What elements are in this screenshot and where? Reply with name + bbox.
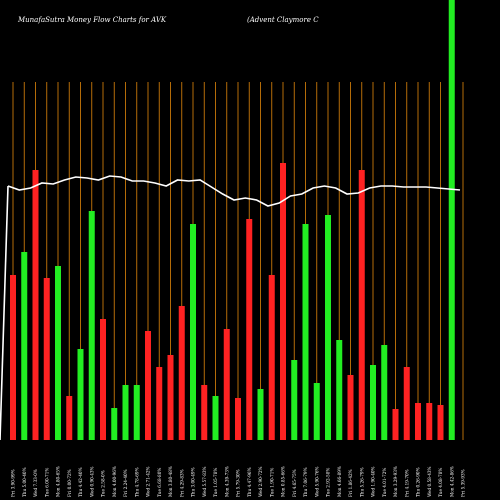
x-tick-label: Tue 1.05-78%	[213, 468, 218, 497]
money-flow-bar	[77, 349, 84, 440]
x-tick-label: Fri 4.65-75%	[292, 469, 297, 497]
x-tick-label: Thu 4.78-69%	[134, 467, 139, 497]
money-flow-bar	[268, 275, 275, 440]
x-tick-label: Wed 0.58-43%	[427, 466, 432, 497]
x-tick-label: Mon 0.85-66%	[281, 466, 286, 497]
x-tick-label: Wed 1.90-40%	[371, 466, 376, 497]
money-flow-bar	[291, 360, 298, 440]
money-flow-bar	[212, 396, 219, 440]
money-flow-bar	[55, 266, 61, 440]
x-tick-label: Thu 5.00-40%	[22, 467, 27, 497]
x-tick-label: Thu 0.26-90%	[416, 467, 421, 497]
money-flow-bar	[32, 170, 39, 440]
x-tick-label: Thu 4.42-40%	[78, 467, 83, 497]
money-flow-bar	[392, 409, 399, 440]
chart-title-right: (Advent Claymore C	[247, 16, 319, 24]
x-tick-label: Fri 4.19-70%	[404, 469, 409, 497]
x-tick-label: Thu 5.26-79%	[359, 467, 364, 497]
x-tick-label: Fri 1.86-42%	[348, 469, 353, 497]
x-tick-label: Wed 0.90-43%	[89, 466, 94, 497]
money-flow-bar	[167, 355, 174, 440]
money-flow-bar	[448, 0, 455, 440]
money-flow-bar	[358, 170, 365, 440]
x-tick-label: Fri 0.00-72%	[67, 469, 72, 497]
x-tick-label: Mon 3.29-93%	[393, 466, 398, 497]
money-flow-bar	[133, 385, 140, 440]
x-tick-label: Mon 4.39-73%	[224, 466, 229, 497]
money-flow-bar	[381, 345, 388, 440]
money-flow-bar	[246, 219, 253, 440]
money-flow-bar	[302, 224, 309, 440]
x-tick-label: Thu 4.47-96%	[247, 467, 252, 497]
x-tick-label: Fri 5.79-30%	[236, 469, 241, 497]
money-flow-bar	[178, 306, 185, 440]
money-flow-line	[7, 175, 461, 207]
money-flow-bar	[336, 340, 343, 440]
money-flow-bar	[201, 385, 208, 440]
money-flow-bar	[403, 367, 410, 440]
x-tick-label: Mon 4.42-86%	[449, 466, 454, 497]
money-flow-bar	[122, 385, 129, 440]
x-tick-label: Mon 4.00-96%	[112, 466, 117, 497]
money-flow-bar	[10, 275, 16, 440]
x-tick-label: Fri 5.39-93%	[461, 469, 466, 497]
money-flow-line-start	[0, 185, 9, 441]
money-flow-bar	[100, 319, 106, 440]
money-flow-bar	[223, 329, 230, 440]
money-flow-bar	[111, 408, 118, 440]
x-tick-label: Wed 5.90-76%	[314, 466, 319, 497]
money-flow-bar	[280, 163, 286, 440]
money-flow-bar	[88, 211, 95, 440]
money-flow-bar	[347, 375, 354, 440]
x-tick-label: Mon 4.66-89%	[337, 466, 342, 497]
money-flow-bar	[66, 396, 73, 440]
x-tick-label: Wed 7.33-0%	[33, 469, 38, 497]
x-tick-label: Wed 2.90-72%	[258, 466, 263, 497]
money-flow-bar	[313, 383, 320, 440]
chart-title-left: MunafaSutra Money Flow Charts for AVK	[17, 16, 167, 24]
x-tick-label: Mon 3.80-48%	[168, 466, 173, 497]
x-tick-label: Mon 4.80-65%	[56, 466, 61, 497]
money-flow-bar	[325, 215, 331, 440]
x-tick-label: Tue 2.58-0%	[101, 470, 106, 497]
x-tick-label: Thu 3.00-49%	[191, 467, 196, 497]
x-tick-label: Tue 6.00-71%	[44, 468, 49, 497]
x-axis-labels: Fri 3.90-99% Thu 5.00-40% Wed 7.33-0% Tue 6…	[11, 466, 466, 497]
x-tick-label: Fri 3.90-99%	[11, 469, 16, 497]
money-flow-bar	[145, 331, 151, 440]
money-flow-bar	[426, 403, 433, 440]
money-flow-bar	[190, 224, 196, 440]
money-flow-bar	[43, 278, 50, 440]
money-flow-bar	[437, 405, 444, 440]
bar-series	[10, 0, 455, 440]
line-series	[0, 175, 461, 441]
x-tick-label: Fri 2.24-40%	[123, 469, 128, 497]
money-flow-bar	[21, 252, 28, 440]
money-flow-bar	[370, 365, 376, 440]
money-flow-bar	[235, 398, 241, 440]
x-tick-label: Tue 1.90-71%	[269, 468, 274, 497]
x-tick-label: Wed 5.57-83%	[202, 466, 207, 497]
money-flow-bar	[415, 403, 421, 440]
x-tick-label: Fri 4.29-83%	[179, 469, 184, 497]
x-tick-label: Wed 2.71-42%	[146, 466, 151, 497]
x-tick-label: Tue 6.68-80%	[157, 468, 162, 497]
x-tick-label: Tue 4.01-72%	[382, 468, 387, 497]
x-tick-label: Tue 4.08-78%	[438, 468, 443, 497]
money-flow-bar	[156, 367, 163, 440]
money-flow-bar	[257, 389, 264, 440]
x-tick-label: Tue 2.92-58%	[326, 468, 331, 497]
x-tick-label: Thu 7.06-79%	[303, 467, 308, 497]
